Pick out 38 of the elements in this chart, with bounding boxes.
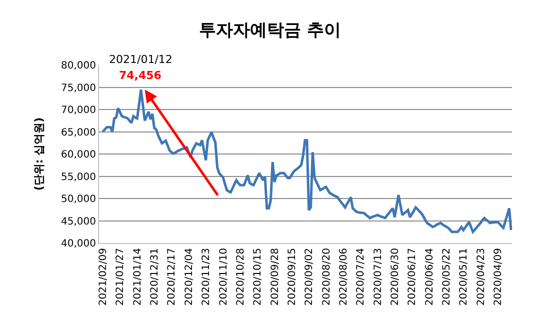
y-tick-label: 80,000 — [61, 60, 96, 72]
chart-title: 투자자예탁금 추이 — [199, 20, 341, 40]
x-tick-label: 2020/09/15 — [286, 248, 298, 306]
x-tick-label: 2020/08/06 — [338, 248, 350, 306]
x-tick-label: 2020/10/28 — [235, 248, 246, 306]
y-tick-label: 65,000 — [61, 127, 96, 138]
x-tick-label: 2020/12/17 — [166, 248, 178, 306]
x-tick-label: 2020/12/31 — [150, 248, 161, 306]
x-tick-label: 2021/02/09 — [98, 248, 110, 306]
x-tick-label: 2020/04/23 — [476, 248, 487, 306]
x-tick-label: 2020/12/04 — [184, 248, 195, 306]
y-axis-title: (단위: 십억원) — [32, 117, 46, 191]
x-tick-label: 2020/11/23 — [201, 248, 212, 306]
y-tick-label: 75,000 — [61, 82, 96, 94]
x-tick-label: 2020/10/15 — [252, 248, 264, 306]
y-tick-label: 45,000 — [61, 216, 96, 228]
x-tick-label: 2020/06/30 — [390, 248, 401, 306]
y-tick-label: 55,000 — [61, 172, 96, 183]
line-series — [102, 88, 512, 234]
annotation: 2021/01/12 — [109, 53, 172, 66]
x-tick-label: 2020/08/20 — [321, 248, 332, 306]
x-tick-label: 2020/06/04 — [424, 248, 436, 306]
y-tick-label: 50,000 — [61, 194, 96, 205]
x-tick-label: 2020/09/02 — [304, 248, 316, 306]
x-tick-label: 2020/05/22 — [441, 248, 452, 306]
x-tick-label: 2020/04/09 — [492, 248, 504, 306]
x-tick-label: 2020/07/13 — [372, 248, 384, 306]
x-tick-label: 2020/09/28 — [270, 248, 281, 306]
x-tick-label: 2020/11/10 — [218, 248, 230, 306]
x-tick-label: 2020/05/11 — [458, 248, 470, 306]
y-tick-label: 60,000 — [61, 150, 96, 160]
annotation: 74,456 — [119, 69, 162, 82]
x-tick-label: 2021/01/27 — [115, 248, 126, 306]
x-tick-label: 2020/06/17 — [407, 248, 418, 306]
y-tick-label: 40,000 — [61, 238, 96, 250]
x-tick-label: 2021/01/14 — [132, 248, 144, 306]
x-tick-label: 2020/07/24 — [356, 248, 367, 306]
y-tick-label: 70,000 — [61, 105, 96, 116]
